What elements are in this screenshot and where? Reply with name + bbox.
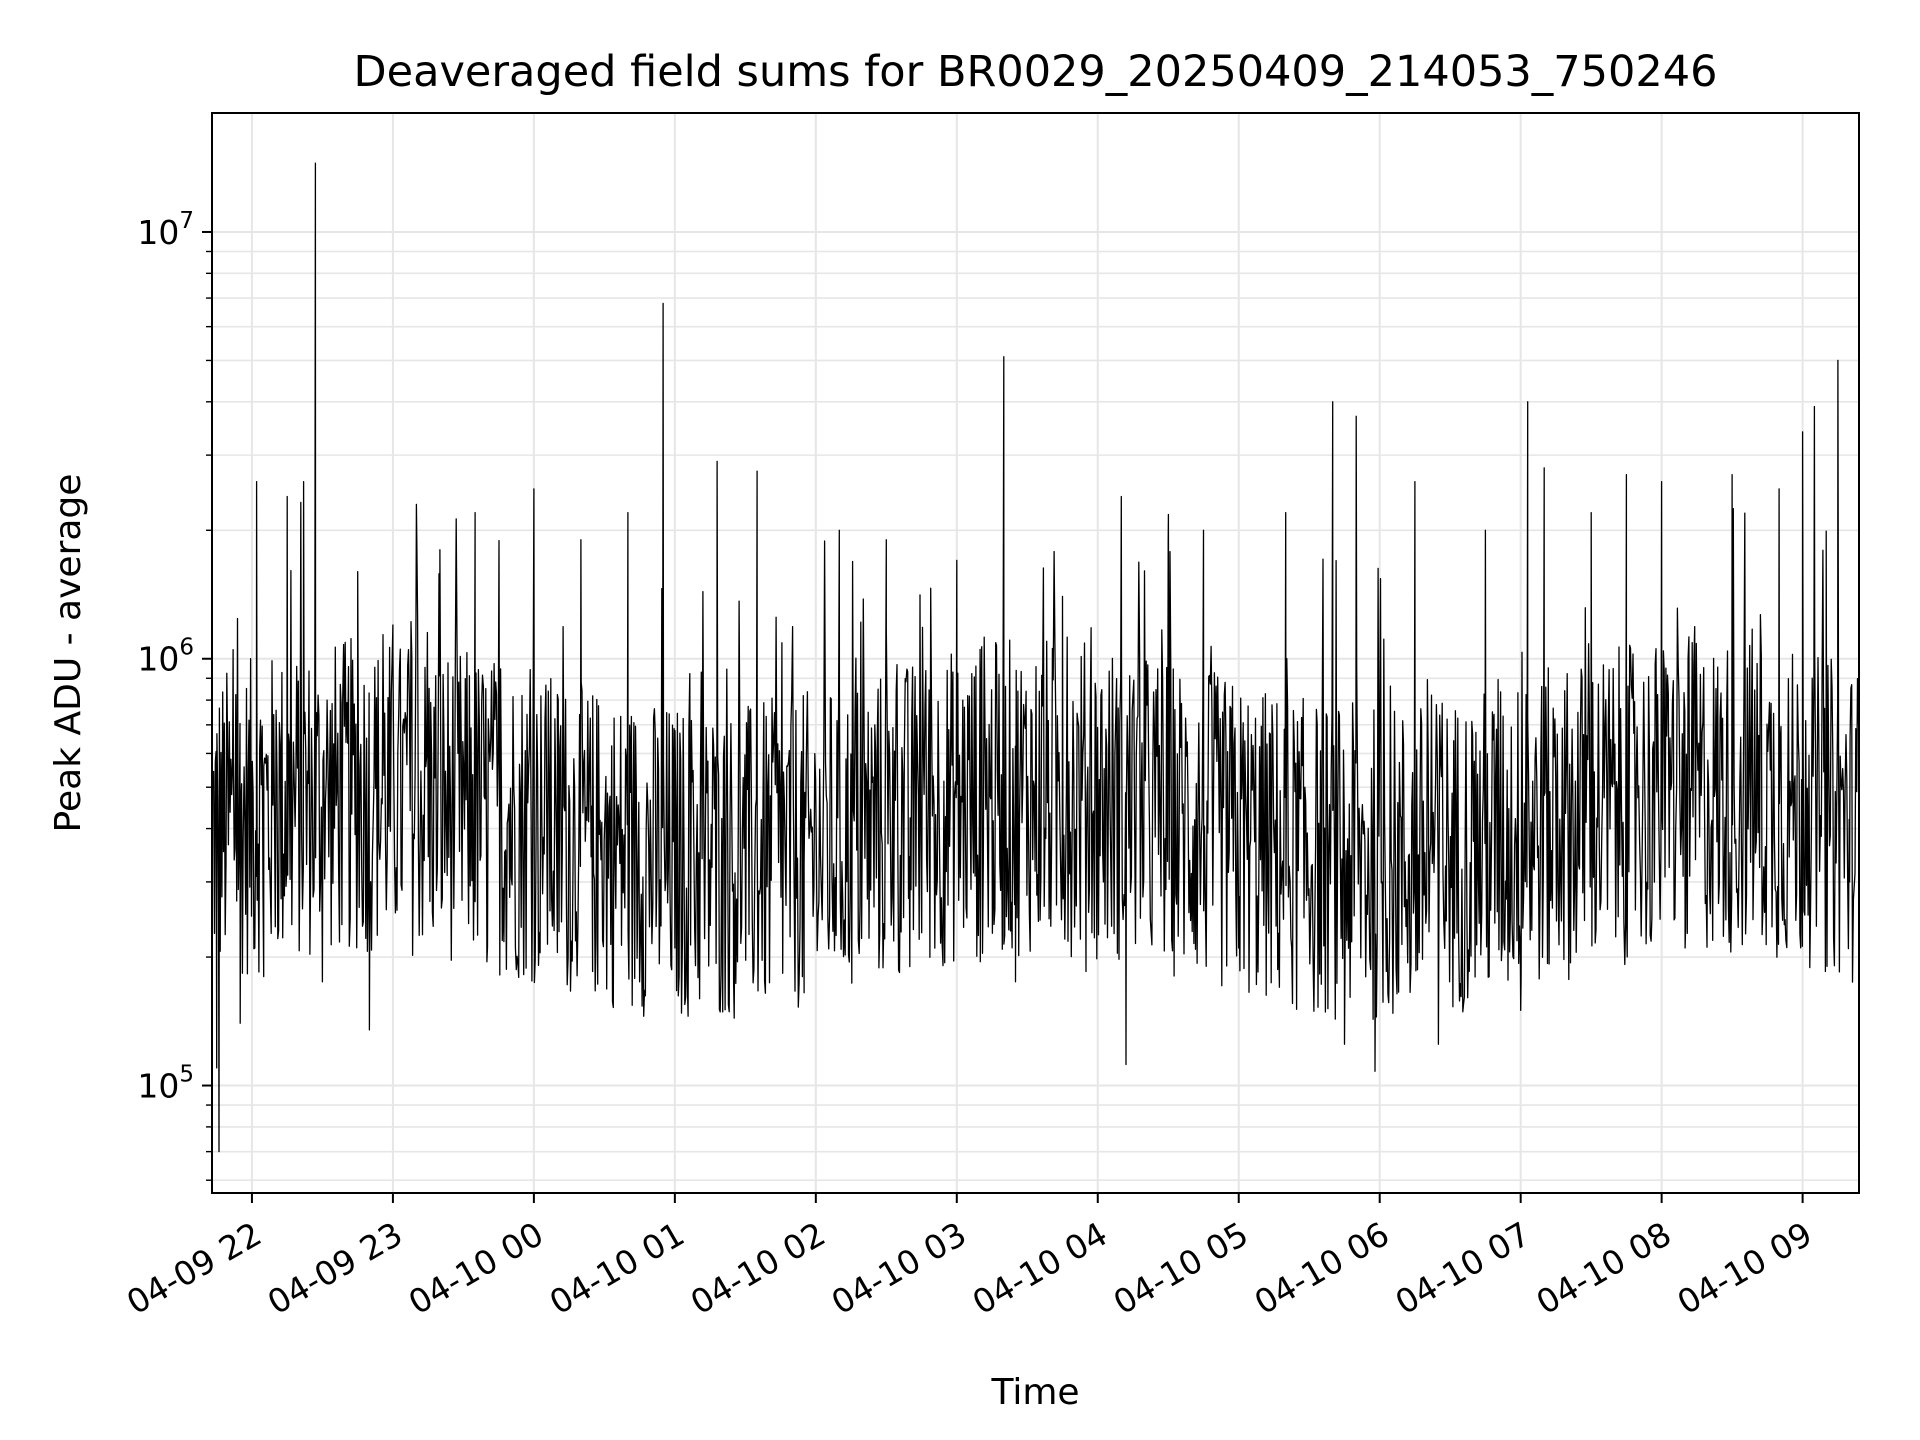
chart-title: Deaveraged field sums for BR0029_2025040… — [354, 47, 1718, 97]
y-tick-label: 105 — [137, 1062, 194, 1106]
plot-frame — [211, 112, 1860, 1194]
x-tick-label: 04-10 08 — [1530, 1214, 1678, 1322]
series-line — [211, 162, 1860, 1153]
x-tick-label: 04-09 22 — [120, 1214, 268, 1322]
y-tick-label: 107 — [137, 208, 194, 252]
y-axis: 105 106 107 — [137, 208, 212, 1181]
x-tick-label: 04-09 23 — [261, 1214, 409, 1322]
x-tick-label: 04-10 05 — [1107, 1214, 1255, 1322]
x-tick-label: 04-10 03 — [825, 1214, 973, 1322]
x-tick-label: 04-10 01 — [543, 1214, 691, 1322]
series-layer — [211, 162, 1860, 1153]
x-tick-label: 04-10 00 — [402, 1214, 550, 1322]
grid — [212, 113, 1859, 1193]
x-axis-label: Time — [990, 1372, 1079, 1413]
y-tick-label: 106 — [137, 635, 194, 679]
x-tick-label: 04-10 04 — [966, 1214, 1114, 1322]
x-tick-label: 04-10 09 — [1671, 1214, 1819, 1322]
x-tick-label: 04-10 06 — [1248, 1214, 1396, 1322]
x-tick-label: 04-10 02 — [684, 1214, 832, 1322]
x-tick-label: 04-10 07 — [1389, 1214, 1537, 1322]
y-axis-label: Peak ADU - average — [48, 474, 89, 833]
